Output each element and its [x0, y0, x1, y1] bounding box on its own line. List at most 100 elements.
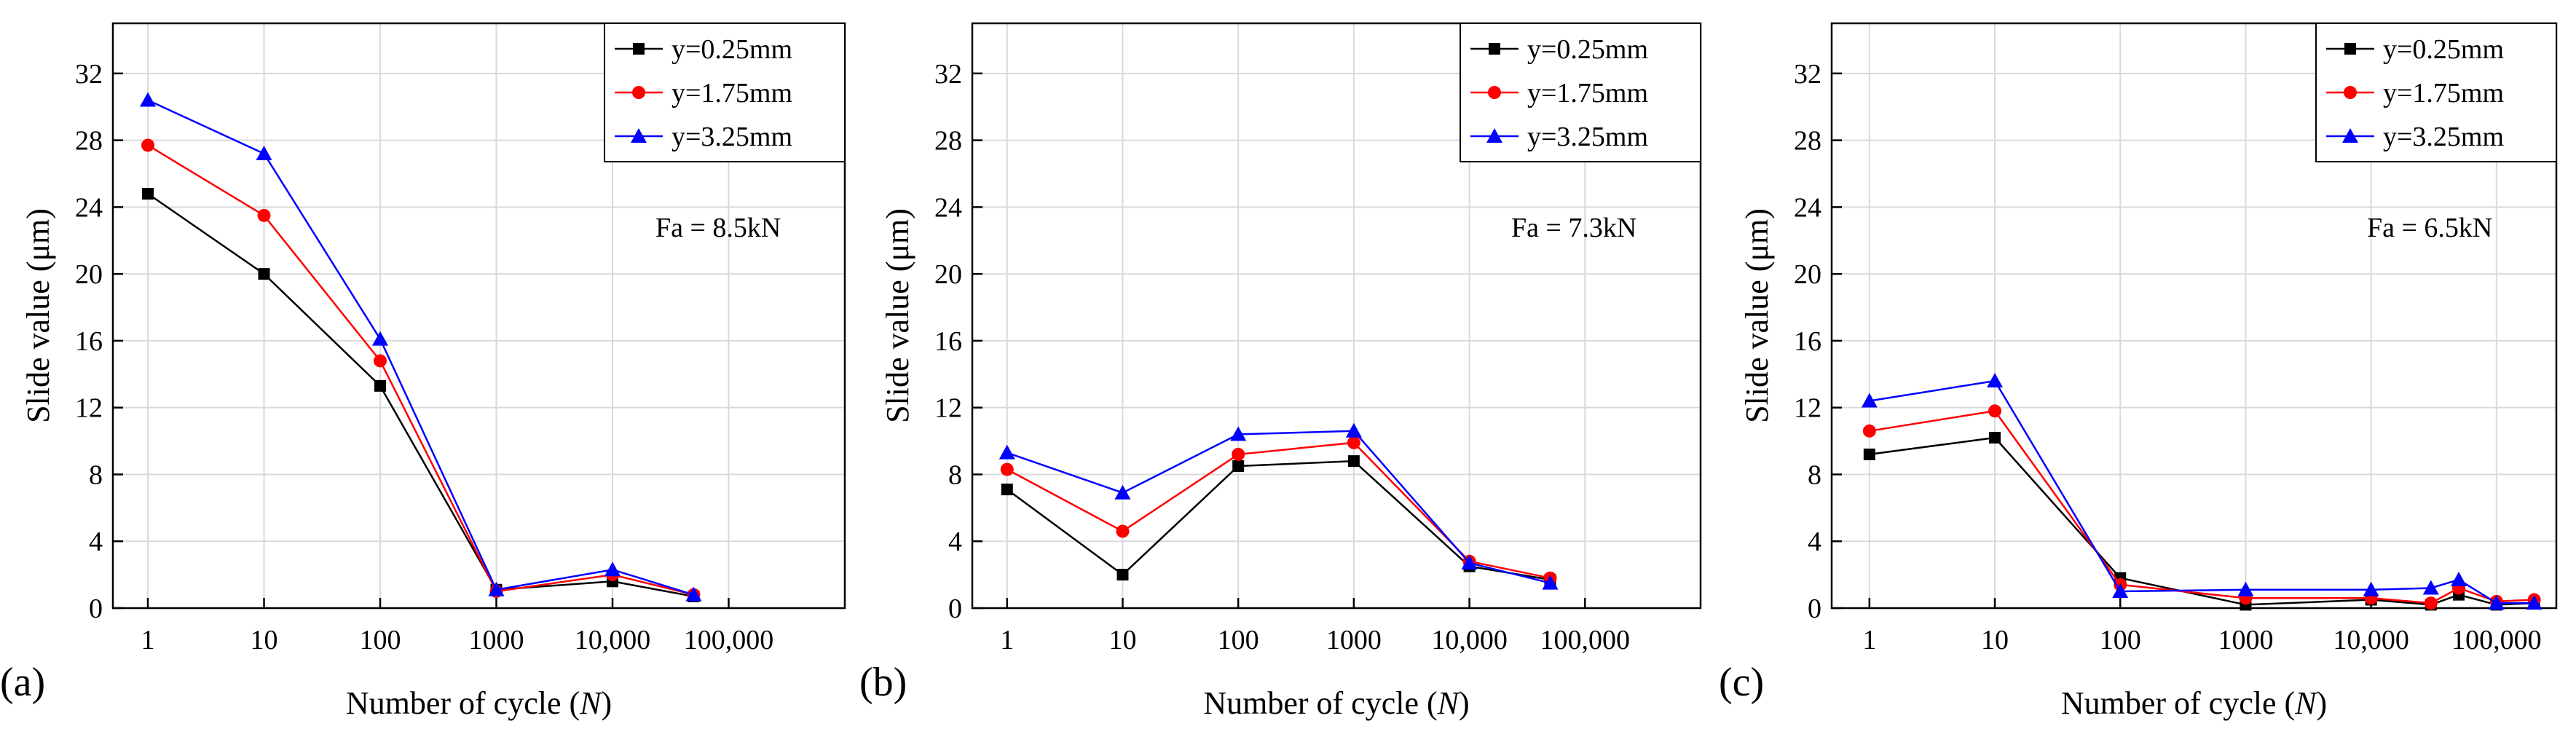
legend: y=0.25mm y=1.75mm y=3.25mm	[2315, 23, 2557, 162]
y-tick-label: 28	[75, 126, 103, 157]
legend-marker	[2344, 86, 2357, 99]
series-triangle	[140, 92, 702, 602]
data-point	[142, 188, 154, 200]
legend: y=0.25mm y=1.75mm y=3.25mm	[604, 23, 846, 162]
y-tick-label: 0	[948, 594, 962, 624]
y-axis-label: Slide value (μm)	[880, 208, 915, 423]
legend-label: y=3.25mm	[2383, 122, 2504, 152]
x-tick-label: 100,000	[1540, 625, 1631, 655]
y-tick-label: 32	[1794, 59, 1821, 90]
data-point	[2526, 595, 2542, 610]
data-point	[999, 444, 1015, 460]
x-tick-label: 10	[1981, 625, 2009, 655]
y-tick-label: 4	[1808, 527, 1821, 557]
x-tick-label: 100	[360, 625, 401, 655]
data-point	[1232, 460, 1245, 472]
data-point	[1230, 426, 1247, 441]
y-tick-label: 16	[934, 326, 962, 357]
y-tick-label: 24	[1794, 192, 1821, 223]
x-tick-label: 1000	[2218, 625, 2273, 655]
y-tick-label: 12	[934, 393, 962, 424]
series-triangle	[999, 422, 1559, 590]
data-point	[1987, 372, 2004, 387]
panel-label: (c)	[1719, 660, 1764, 705]
series-line	[1007, 441, 1551, 579]
x-tick-label: 1	[1862, 625, 1876, 655]
series-triangle	[1861, 372, 2542, 610]
y-tick-label: 0	[1808, 594, 1821, 624]
x-axis-label-variable: N	[2294, 685, 2318, 721]
legend-marker	[1486, 128, 1502, 143]
chart-panel-a: 0 4 8 12 16 20 24 28 32 1 10 100 1000 10,000 100,000 Sl…	[0, 22, 846, 721]
series-line	[1007, 460, 1551, 581]
x-tick-label: 10	[1108, 625, 1136, 655]
y-tick-label: 4	[948, 527, 962, 557]
legend-label: y=1.75mm	[1527, 78, 1648, 109]
x-tick-label: 1	[1000, 625, 1014, 655]
x-tick-label: 100	[2100, 625, 2141, 655]
y-tick-label: 24	[934, 192, 962, 223]
data-point	[2237, 581, 2254, 596]
data-point	[1542, 575, 1559, 590]
data-point	[2424, 596, 2438, 610]
data-point	[141, 138, 155, 152]
y-tick-label: 4	[89, 527, 103, 557]
y-tick-label: 16	[75, 326, 103, 357]
series-line	[147, 192, 694, 598]
legend-marker	[1488, 86, 1501, 99]
data-point	[372, 331, 389, 346]
data-point	[1001, 484, 1013, 496]
panel-label: (b)	[859, 660, 907, 705]
legend-marker	[2342, 128, 2358, 143]
data-point	[2451, 571, 2467, 586]
y-tick-label: 8	[89, 460, 103, 490]
plot-frame	[111, 22, 846, 610]
x-tick-label: 100	[1218, 625, 1259, 655]
y-tick-label: 20	[934, 259, 962, 290]
plot-frame	[1830, 22, 2558, 610]
data-point	[2112, 583, 2129, 599]
data-point	[685, 586, 702, 602]
y-axis-label: Slide value (μm)	[20, 208, 56, 423]
legend: y=0.25mm y=1.75mm y=3.25mm	[1460, 23, 1701, 162]
legend-label: y=1.75mm	[671, 78, 792, 109]
series-line	[1869, 409, 2534, 604]
y-tick-label: 8	[1808, 460, 1821, 490]
legend-marker	[2344, 43, 2356, 55]
data-point	[256, 145, 272, 160]
data-point	[1232, 447, 1245, 461]
data-point	[1861, 393, 1878, 408]
force-annotation: Fa = 7.3kN	[1511, 213, 1636, 243]
data-point	[257, 208, 271, 222]
x-axis-label-variable: N	[1437, 685, 1461, 721]
legend-label: y=3.25mm	[1527, 122, 1648, 152]
y-tick-label: 28	[1794, 126, 1821, 157]
y-tick-label: 16	[1794, 326, 1821, 357]
x-axis-label-suffix: )	[1459, 685, 1470, 721]
data-point	[2422, 580, 2439, 595]
data-point	[1345, 422, 1362, 438]
y-tick-label: 20	[1794, 259, 1821, 290]
data-point	[2488, 595, 2505, 610]
x-axis-label-prefix: Number of cycle (	[1203, 685, 1437, 721]
x-axis-label: Number of cycle (N)	[2061, 685, 2327, 721]
x-axis-label-variable: N	[579, 685, 603, 721]
gridlines	[113, 23, 845, 608]
legend-marker	[631, 128, 647, 143]
chart-panel-c: 0 4 8 12 16 20 24 28 32 1 10 100 1000 10,000 100,000 Sl…	[1719, 22, 2558, 721]
x-tick-label: 10,000	[1431, 625, 1508, 655]
series-circle	[1862, 404, 2541, 610]
data-point	[1988, 404, 2002, 418]
x-axis-label-prefix: Number of cycle (	[346, 685, 580, 721]
y-tick-label: 24	[75, 192, 103, 223]
series-line	[1007, 430, 1551, 584]
series-line	[1869, 436, 2534, 606]
y-tick-label: 8	[948, 460, 962, 490]
legend-label: y=0.25mm	[2383, 34, 2504, 65]
legend-label: y=1.75mm	[2383, 78, 2504, 109]
x-axis-label-suffix: )	[602, 685, 613, 721]
x-tick-label: 1	[141, 625, 155, 655]
x-axis-label-prefix: Number of cycle (	[2061, 685, 2295, 721]
data-point	[2363, 581, 2379, 596]
